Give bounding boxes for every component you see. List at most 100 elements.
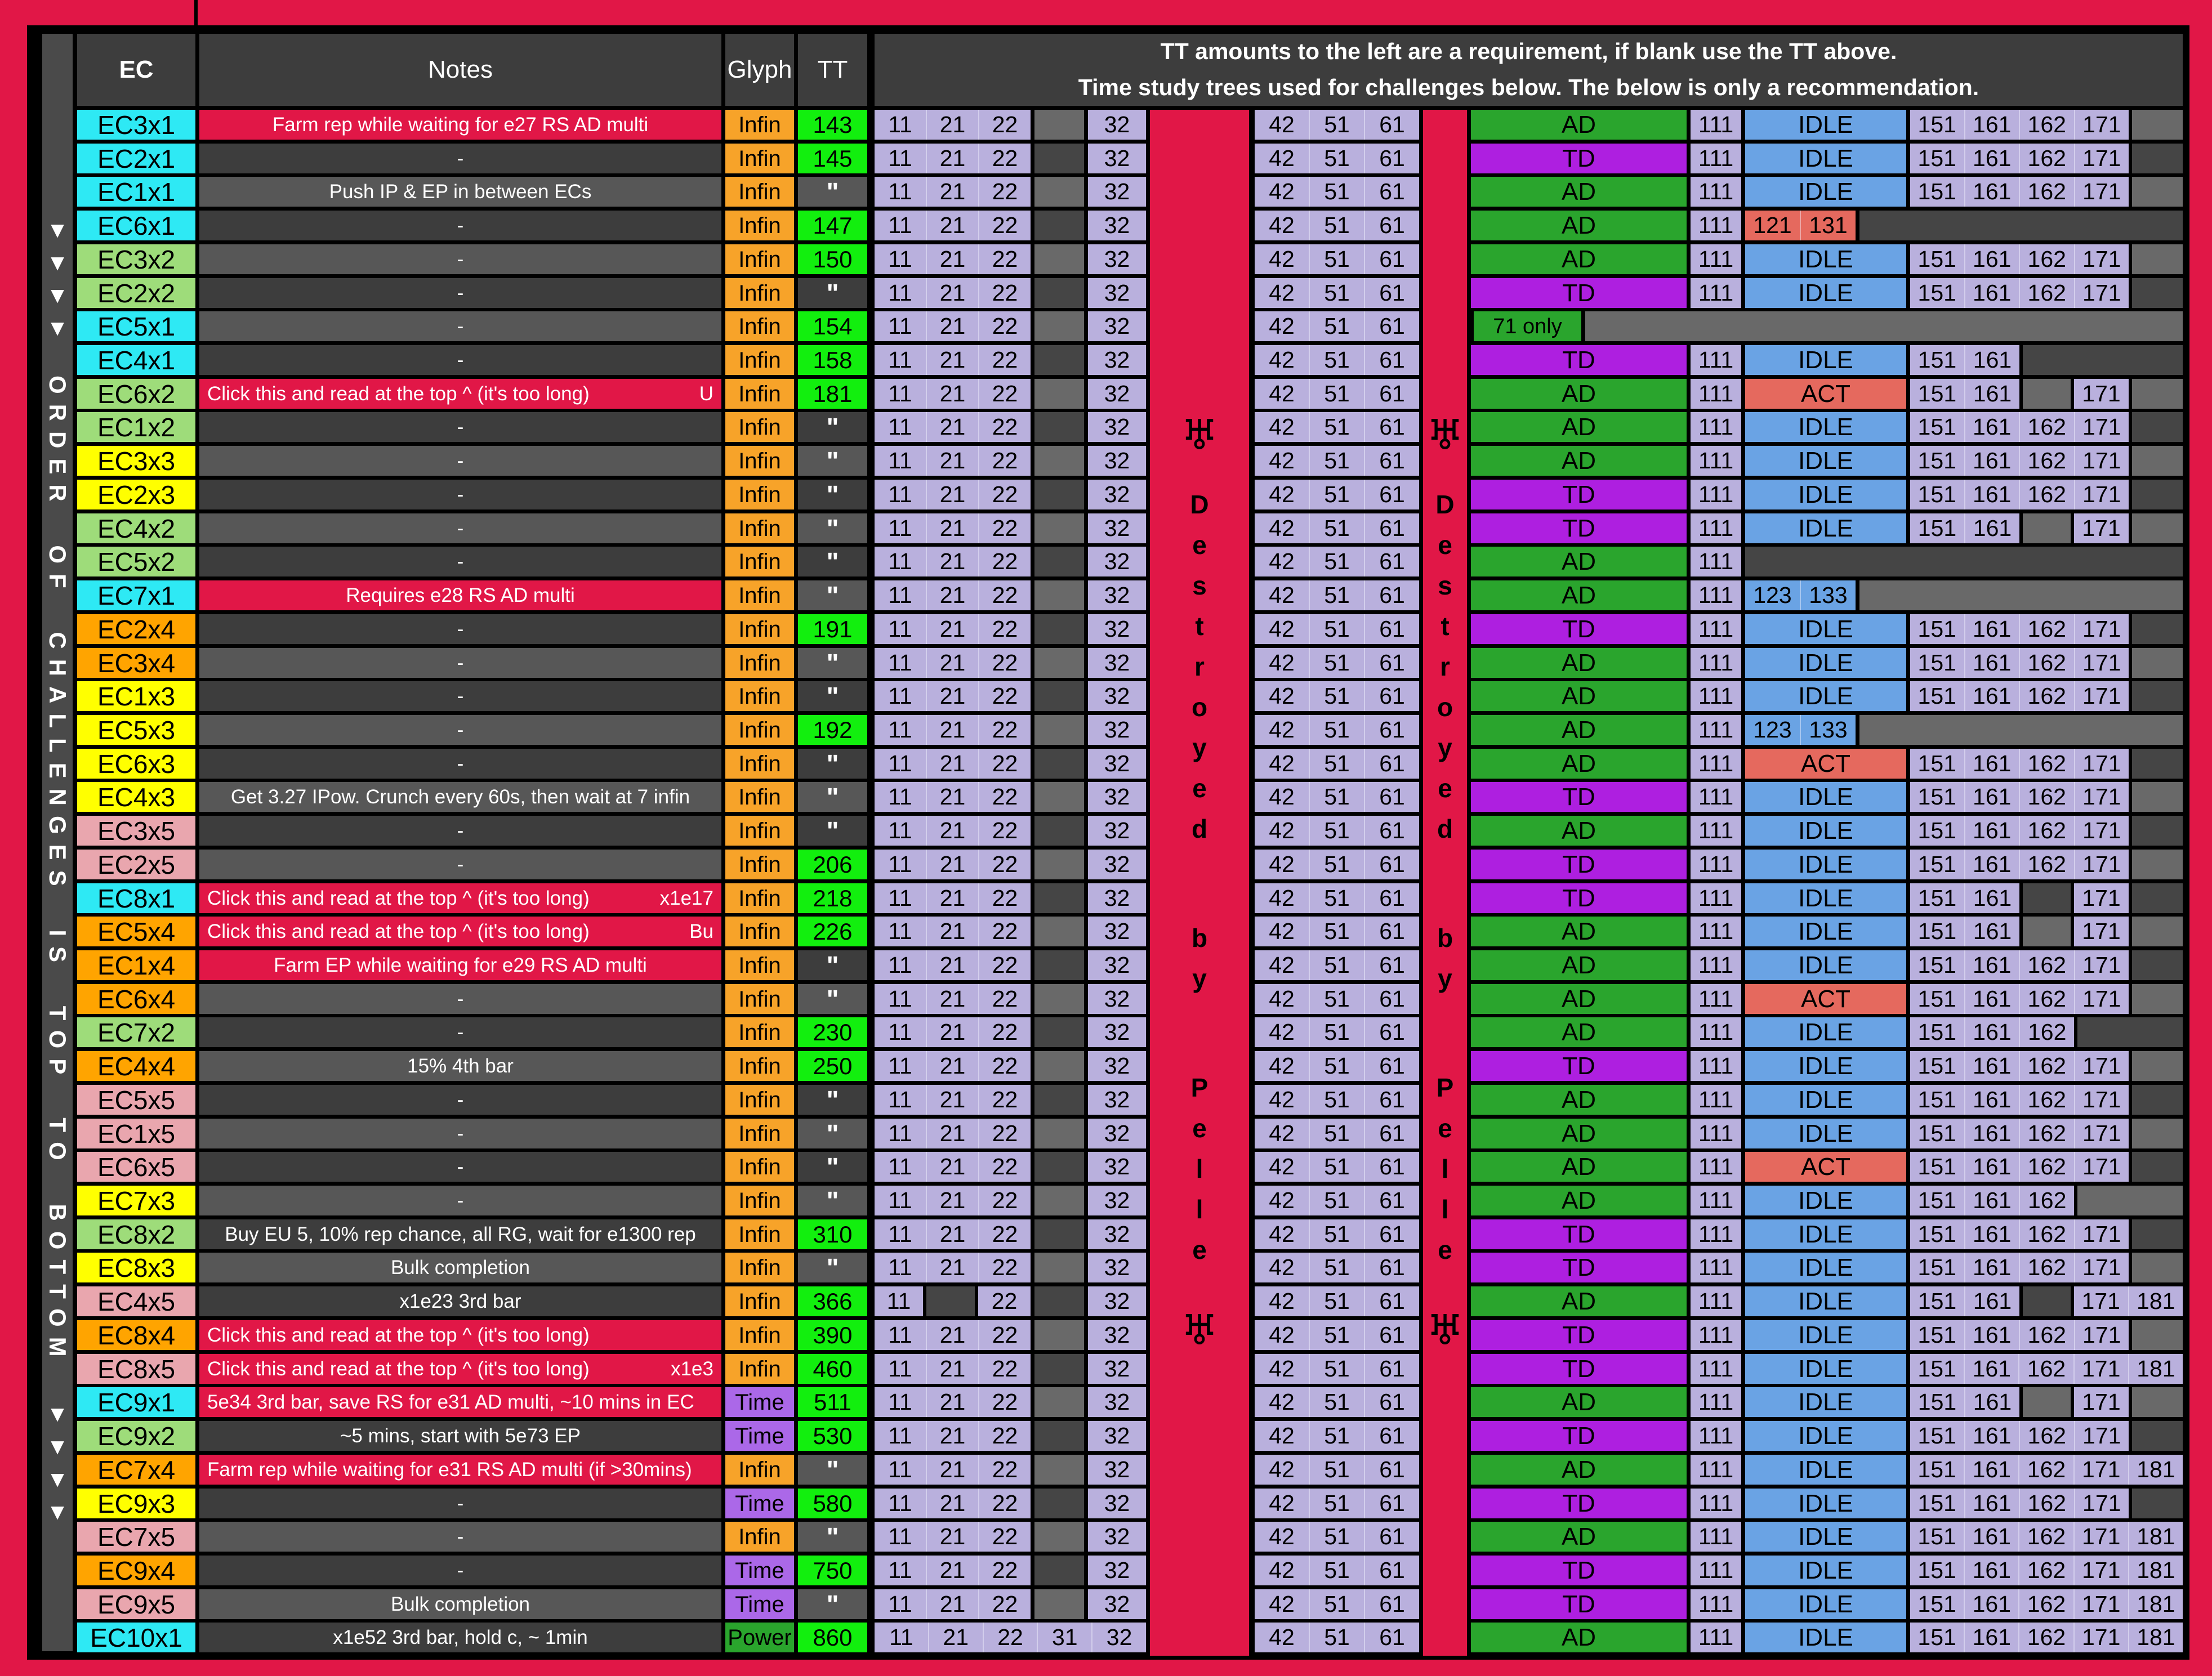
ts-number: 42 [1269, 1591, 1295, 1617]
glyph-cell: Infin [725, 1085, 794, 1115]
ts-number: 32 [1104, 1423, 1130, 1449]
note-text: ~5 mins, start with 5e73 EP [340, 1425, 581, 1447]
ts-number: 123 [1753, 582, 1792, 608]
note-cell[interactable]: 5e34 3rd bar, save RS for e31 AD multi, … [199, 1387, 721, 1417]
ts-number: 11 [888, 1591, 912, 1617]
ts-number: 32 [1104, 1120, 1130, 1146]
ts-number: 51 [1309, 850, 1364, 879]
ts-cell-11-22: 11 21 22 [875, 850, 1031, 879]
ts-number: 151 [1917, 1356, 1956, 1382]
ts-number: 11 [888, 1154, 912, 1179]
dimension-tree-cell: TD [1471, 1219, 1687, 1249]
ts-cell-tail: 151 161 162 171 [1910, 446, 2129, 476]
ts-cell-32: 32 [1088, 648, 1146, 678]
ts-cell-42-61: 42 51 61 [1255, 782, 1419, 812]
ts-cell-22: 22 [978, 1286, 1031, 1316]
note-cell[interactable]: Click this and read at the top ^ (it's t… [199, 1320, 721, 1350]
ts-cell-32: 32 [1088, 1253, 1146, 1282]
ts-number: 161 [1964, 1119, 2019, 1148]
ts-number: 42 [1269, 414, 1295, 440]
ts-cell-32: 32 [1088, 1119, 1146, 1148]
note-cell[interactable]: Farm rep while waiting for e27 RS AD mul… [199, 110, 721, 140]
ts-cell-tail: 151 161 162 171 [1910, 1152, 2129, 1182]
note-cell[interactable]: Click this and read at the top ^ (it's t… [199, 379, 721, 409]
ts-number: 133 [1800, 715, 1856, 745]
ts-cell-11-22: 11 21 22 [875, 917, 1031, 946]
ts-cell-42-61: 42 51 61 [1255, 311, 1419, 341]
ts-number: 21 [926, 648, 978, 678]
tt-cell: 226 [798, 917, 867, 946]
note-cell[interactable]: Farm rep while waiting for e31 RS AD mul… [199, 1455, 721, 1485]
note-cell[interactable]: Click this and read at the top ^ (it's t… [199, 1354, 721, 1384]
ts-number: 171 [2073, 1219, 2129, 1249]
glyph-cell: Infin [725, 345, 794, 375]
tt-cell: 192 [798, 715, 867, 745]
ts-cell-111: 111 [1691, 681, 1741, 711]
ts-cell-11-22: 11 21 22 [875, 580, 1031, 610]
empty-cell [2132, 412, 2183, 442]
dimension-tree-cell: TD [1471, 1320, 1687, 1350]
ec-label: EC4x4 [77, 1051, 195, 1081]
ts-cell-tail: 151 161 162 171 [1910, 144, 2129, 173]
ts-gap-31 [1034, 1219, 1084, 1249]
ts-number: 171 [2073, 1522, 2128, 1552]
row-EC4x1: EC4x1- Infin 158 11 21 22 32 42 51 61 TD 111 IDLE 151… [0, 345, 2212, 375]
ts-number: 161 [1964, 648, 2019, 678]
note-cell: - [199, 1152, 721, 1182]
ts-number: 61 [1364, 883, 1419, 913]
ts-cell-111: 111 [1691, 1051, 1741, 1081]
ts-cell-42-61: 42 51 61 [1255, 1421, 1419, 1451]
ts-number: 162 [2019, 446, 2074, 476]
ts-number: 162 [2019, 278, 2074, 308]
ts-number: 161 [1964, 278, 2019, 308]
ts-number: 162 [2019, 816, 2074, 846]
ts-gap-31 [1034, 480, 1084, 509]
ts-number: 162 [2018, 1556, 2073, 1585]
ts-number: 11 [888, 918, 912, 944]
note-cell[interactable]: Click this and read at the top ^ (it's t… [199, 917, 721, 946]
glyph-cell: Infin [725, 1522, 794, 1552]
note-cell[interactable]: Requires e28 RS AD multi [199, 580, 721, 610]
ts-number: 42 [1269, 178, 1295, 204]
note-cell[interactable]: Click this and read at the top ^ (it's t… [199, 883, 721, 913]
ts-cell-tail: 151 161 162 171 [1910, 177, 2129, 207]
glyph-cell: Time [725, 1556, 794, 1585]
ts-number: 11 [888, 986, 912, 1012]
ts-cell-42-61: 42 51 61 [1255, 480, 1419, 509]
ts-number: 51 [1309, 379, 1364, 409]
row-EC3x4: EC3x4 - Infin " 11 21 22 32 42 51 61 AD 111 IDLE 151 16… [0, 648, 2212, 678]
ts-number: 32 [1104, 145, 1130, 171]
ts-cell-42-61: 42 51 61 [1255, 1051, 1419, 1081]
empty-cell [2132, 648, 2183, 678]
ts-cell-32: 32 [1088, 850, 1146, 879]
ts-number: 32 [1104, 1154, 1130, 1179]
ts-gap [2023, 917, 2071, 946]
row-EC4x4: EC4x4 15% 4th bar Infin 250 11 21 22 32 42 51 61 TD… [0, 1051, 2212, 1081]
ts-cell-11-22: 11 21 22 [875, 1455, 1031, 1485]
ts-number: 61 [1364, 614, 1419, 644]
empty-cell [2132, 278, 2183, 308]
note-text: - [457, 1526, 464, 1548]
glyph-cell: Infin [725, 144, 794, 173]
ts-number: 151 [1917, 1557, 1956, 1583]
ec-label: EC8x5 [77, 1354, 195, 1384]
ts-gap [2023, 1387, 2071, 1417]
ts-cell-42-61: 42 51 61 [1255, 446, 1419, 476]
glyph-cell: Infin [725, 1253, 794, 1282]
ts-number: 11 [888, 750, 912, 776]
ts-number: 21 [926, 1455, 978, 1485]
ts-number: 42 [1269, 717, 1295, 743]
ts-cell-tail: 151 161 162 171 [1910, 244, 2129, 274]
note-cell[interactable]: Farm EP while waiting for e29 RS AD mult… [199, 950, 721, 980]
ts-cell-tail: 171 [2074, 379, 2129, 409]
ts-cell-32: 32 [1088, 379, 1146, 409]
row-EC1x2: EC1x2 - Infin " 11 21 22 32 42 51 61 AD 111 IDLE 151 16… [0, 412, 2212, 442]
ts-number: 171 [2073, 244, 2129, 274]
glyph-cell: Infin [725, 984, 794, 1014]
ts-number: 32 [1104, 952, 1130, 978]
ts-number: 51 [1309, 1354, 1364, 1384]
pelle-band-wide: ♅ Destroyed by Pelle ♅ [1150, 110, 1249, 1656]
glyph-cell: Infin [725, 1455, 794, 1485]
ts-number: 151 [1917, 347, 1957, 373]
pelle-band-narrow: ♅ Destroyed by Pelle ♅ [1423, 110, 1467, 1656]
